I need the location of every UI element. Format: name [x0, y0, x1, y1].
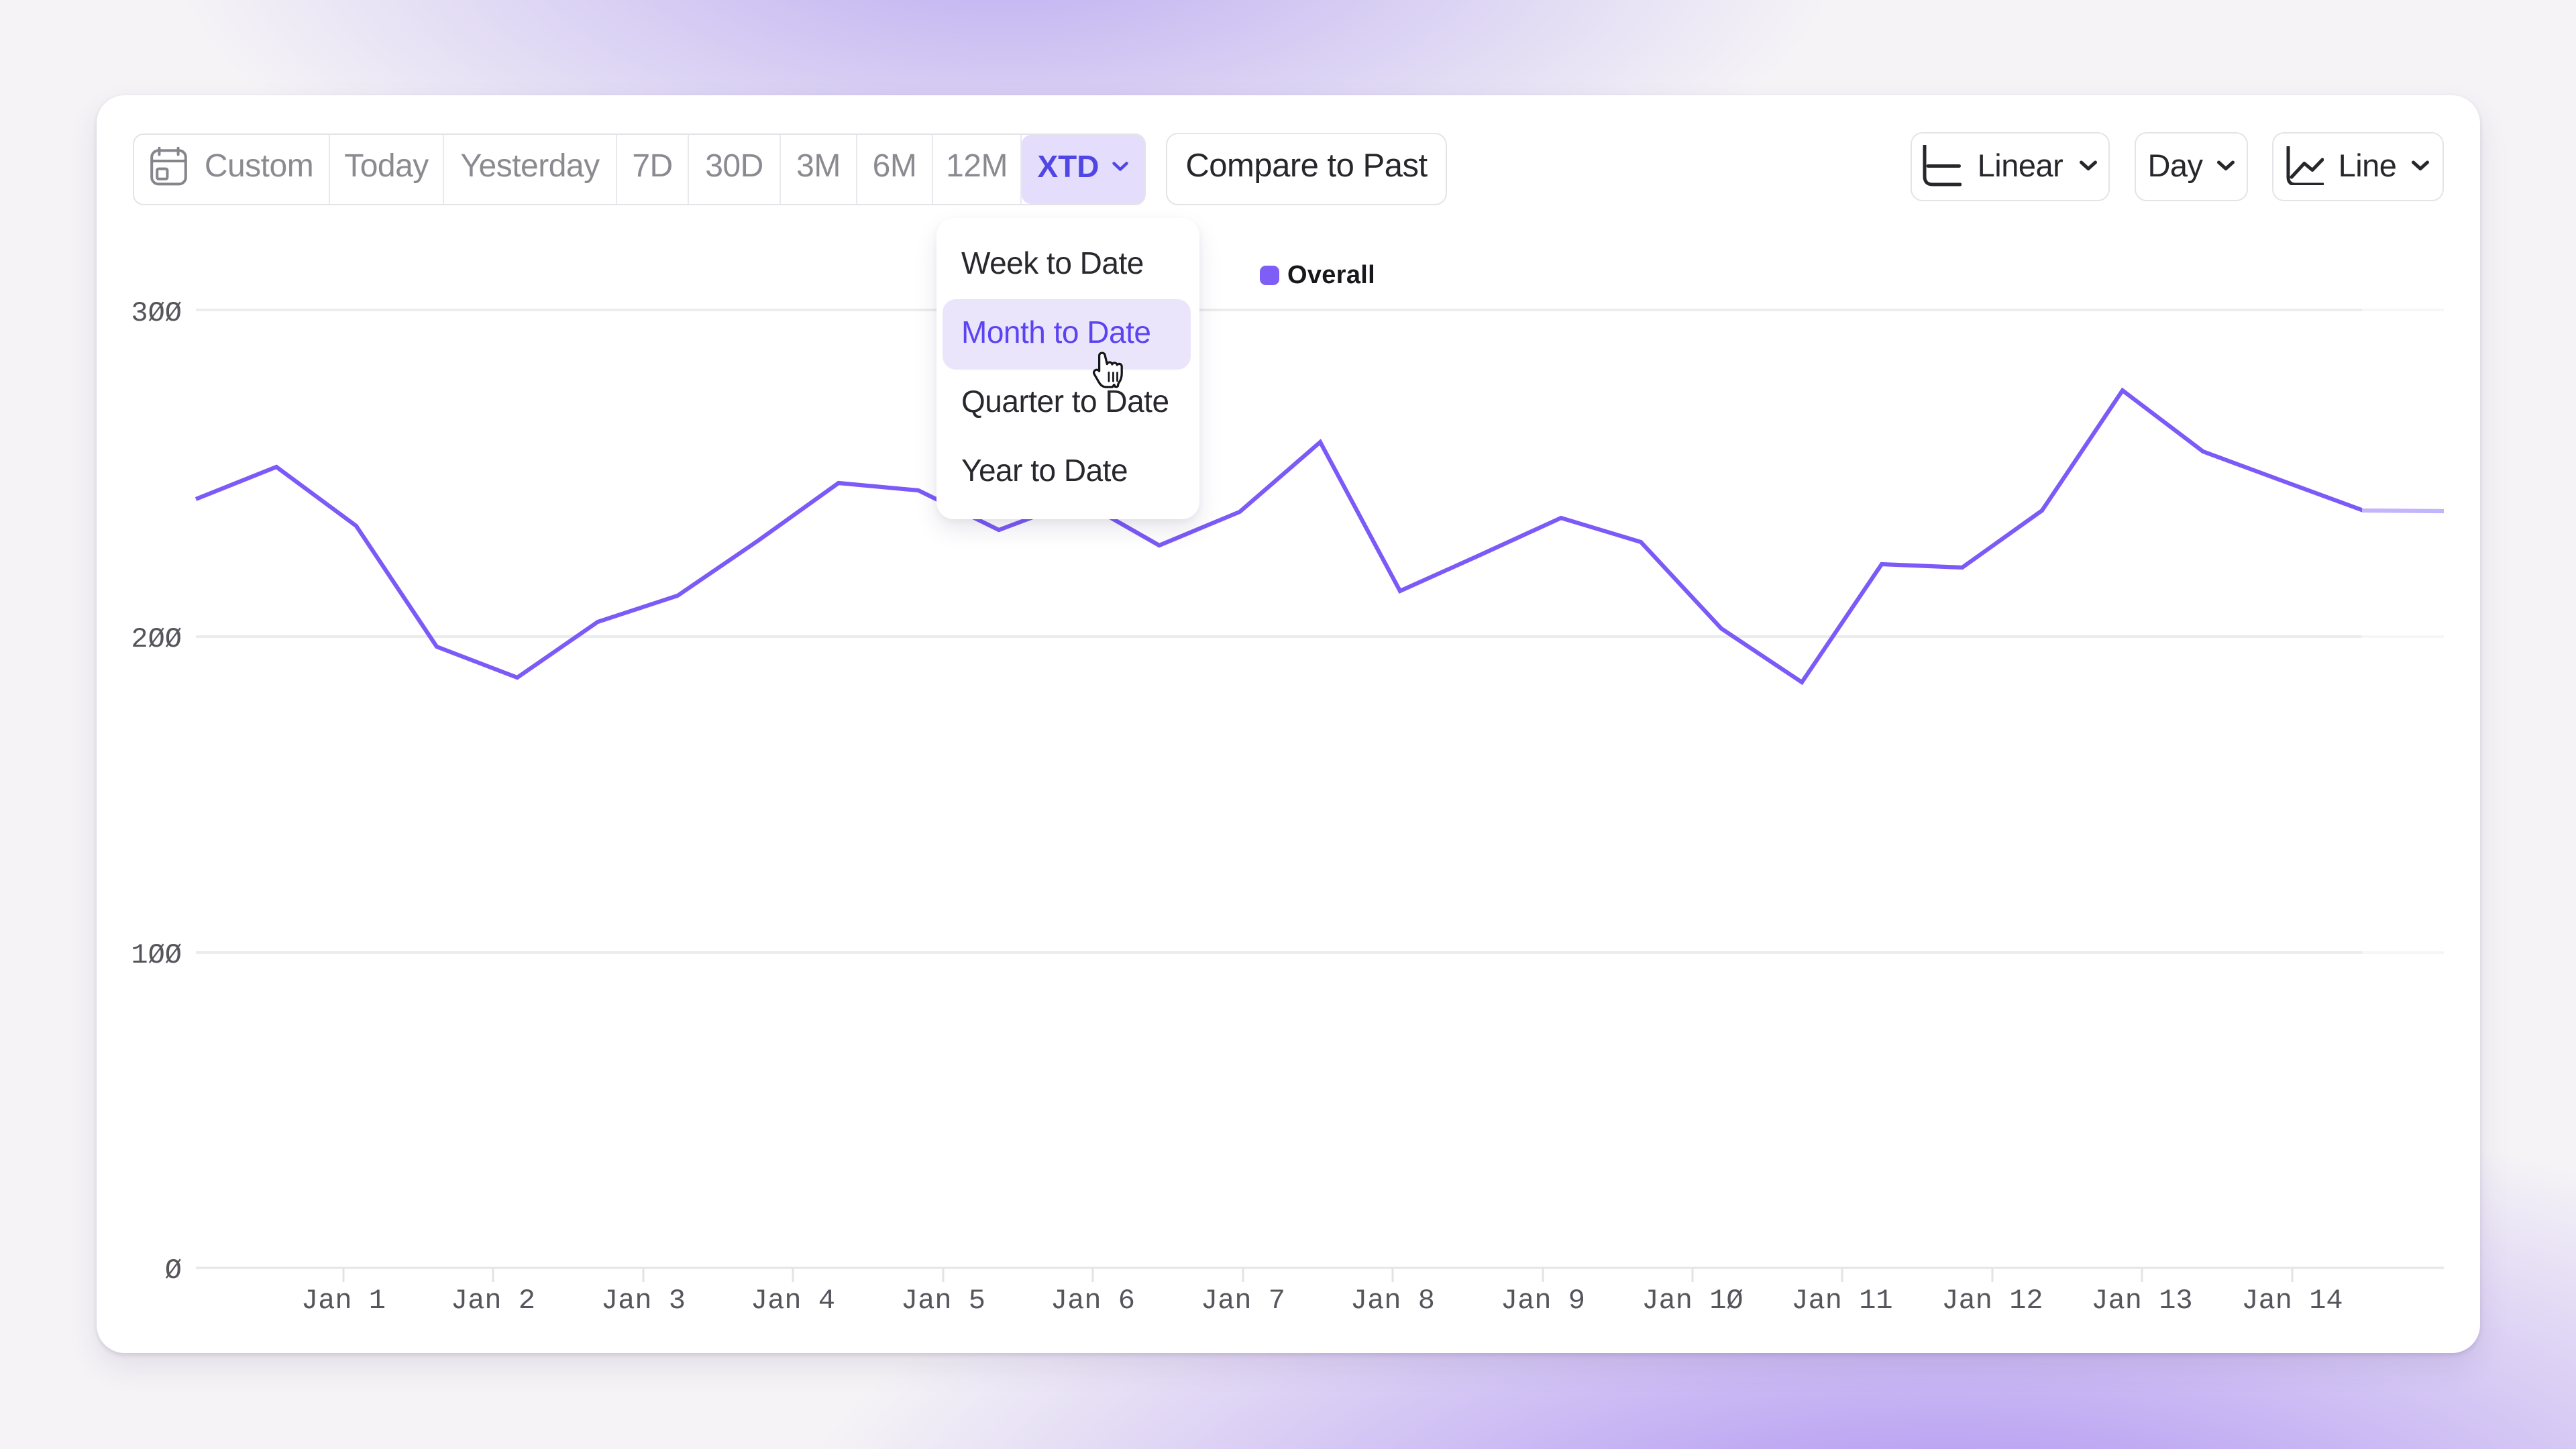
- svg-text:Jan 14: Jan 14: [2241, 1285, 2343, 1317]
- svg-text:Jan 12: Jan 12: [1941, 1285, 2043, 1317]
- svg-text:Jan 1: Jan 1: [301, 1285, 386, 1317]
- svg-text:Jan 8: Jan 8: [1350, 1285, 1435, 1317]
- svg-text:Jan 6: Jan 6: [1051, 1285, 1135, 1317]
- svg-text:Jan 13: Jan 13: [2091, 1285, 2192, 1317]
- svg-text:Jan 3: Jan 3: [601, 1285, 686, 1317]
- svg-text:Jan 5: Jan 5: [901, 1285, 985, 1317]
- svg-text:Ø: Ø: [165, 1254, 182, 1287]
- svg-text:Jan 11: Jan 11: [1791, 1285, 1892, 1317]
- svg-text:Jan 9: Jan 9: [1501, 1285, 1585, 1317]
- svg-text:Jan 2: Jan 2: [451, 1285, 535, 1317]
- svg-text:1ØØ: 1ØØ: [131, 939, 182, 971]
- svg-text:3ØØ: 3ØØ: [131, 297, 182, 329]
- svg-text:2ØØ: 2ØØ: [131, 623, 182, 655]
- svg-text:Jan 1Ø: Jan 1Ø: [1642, 1285, 1743, 1317]
- svg-text:Jan 7: Jan 7: [1201, 1285, 1285, 1317]
- svg-text:Jan 4: Jan 4: [751, 1285, 835, 1317]
